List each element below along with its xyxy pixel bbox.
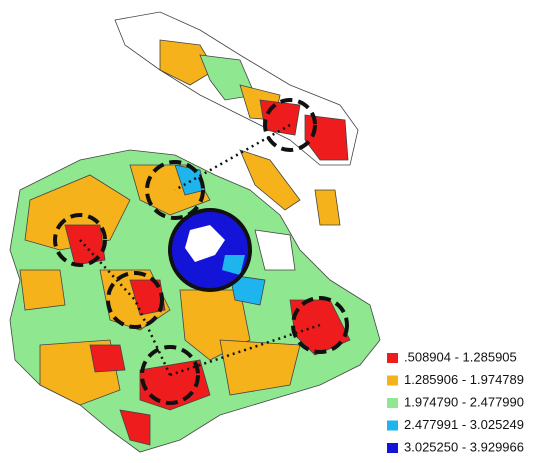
legend-label: 2.477991 - 3.025249 — [404, 417, 524, 432]
legend-swatch — [387, 353, 398, 363]
legend-label: 1.285906 - 1.974789 — [404, 372, 524, 387]
legend-swatch — [387, 375, 398, 386]
legend-swatch — [387, 398, 398, 408]
legend-label: .508904 - 1.285905 — [404, 349, 517, 364]
legend-label: 1.974790 - 2.477990 — [404, 394, 524, 409]
mainland — [9, 149, 381, 453]
legend-label: 3.025250 - 3.929966 — [404, 439, 524, 454]
urban-core — [168, 208, 252, 292]
legend-swatch — [387, 443, 398, 453]
legend: .508904 - 1.285905 1.285906 - 1.974789 1.9… — [387, 349, 524, 454]
legend-swatch — [387, 420, 398, 431]
highlight-rings — [53, 98, 349, 405]
